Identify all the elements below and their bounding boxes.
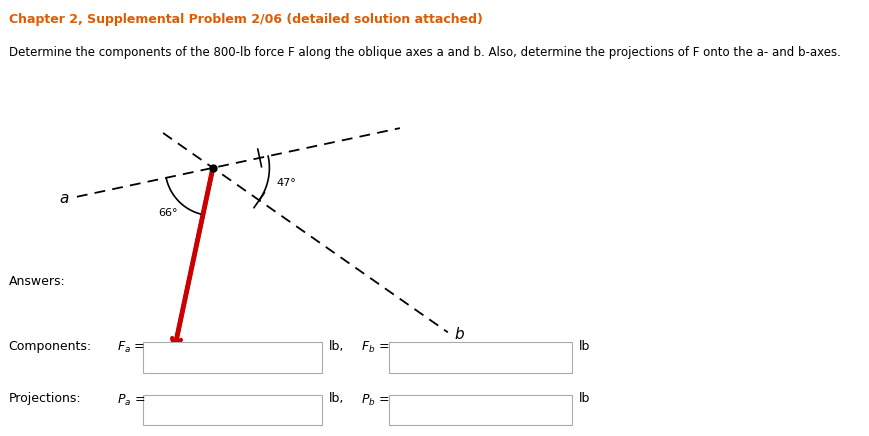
Text: $\it{F}_a$ =: $\it{F}_a$ = [117, 340, 145, 355]
Text: Answers:: Answers: [9, 275, 65, 288]
Text: $\it{P}_b$ =: $\it{P}_b$ = [361, 392, 389, 408]
Text: Projections:: Projections: [9, 392, 82, 405]
Text: $\it{F}_b$ =: $\it{F}_b$ = [361, 340, 389, 355]
Text: 47°: 47° [276, 178, 295, 188]
Text: $\it{a}$: $\it{a}$ [58, 191, 69, 206]
Text: $\it{F}$ = 800 lb: $\it{F}$ = 800 lb [178, 346, 244, 360]
Text: lb,: lb, [328, 392, 344, 405]
Text: 66°: 66° [158, 208, 177, 218]
Text: Chapter 2, Supplemental Problem 2/06 (detailed solution attached): Chapter 2, Supplemental Problem 2/06 (de… [9, 13, 482, 26]
Text: $\it{b}$: $\it{b}$ [454, 326, 465, 342]
Text: Determine the components of the 800-lb force F along the oblique axes a and b. A: Determine the components of the 800-lb f… [9, 46, 840, 59]
Text: Components:: Components: [9, 340, 92, 353]
Text: lb: lb [579, 392, 590, 405]
Text: lb: lb [579, 340, 590, 353]
Text: lb,: lb, [328, 340, 344, 353]
Text: $\it{P}_a$ =: $\it{P}_a$ = [117, 392, 146, 408]
